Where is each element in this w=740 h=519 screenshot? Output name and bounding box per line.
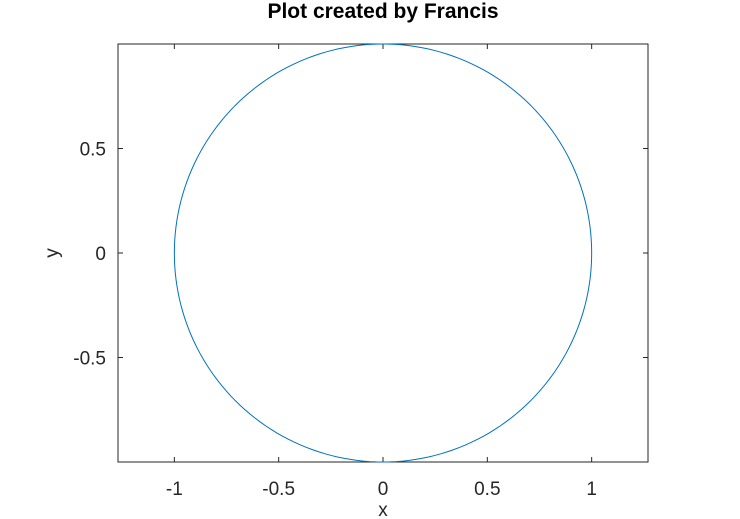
x-tick-label: -0.5 bbox=[262, 479, 295, 500]
x-axis: -1 -0.5 0 0.5 1 bbox=[166, 44, 597, 500]
x-axis-label: x bbox=[378, 500, 388, 519]
chart-title: Plot created by Francis bbox=[267, 0, 498, 23]
y-tick-label: 0 bbox=[95, 244, 106, 265]
x-tick-label: 0 bbox=[378, 479, 389, 500]
series-line-circle bbox=[173, 43, 593, 463]
plot-area-frame bbox=[117, 43, 649, 463]
y-tick-label: -0.5 bbox=[73, 349, 106, 370]
x-tick-label: 1 bbox=[586, 479, 597, 500]
x-tick-label: 0.5 bbox=[474, 479, 500, 500]
y-axis: -0.5 0 0.5 bbox=[73, 140, 648, 370]
y-tick-label: 0.5 bbox=[80, 140, 106, 161]
y-axis-label: y bbox=[42, 248, 63, 258]
x-tick-label: -1 bbox=[166, 479, 183, 500]
